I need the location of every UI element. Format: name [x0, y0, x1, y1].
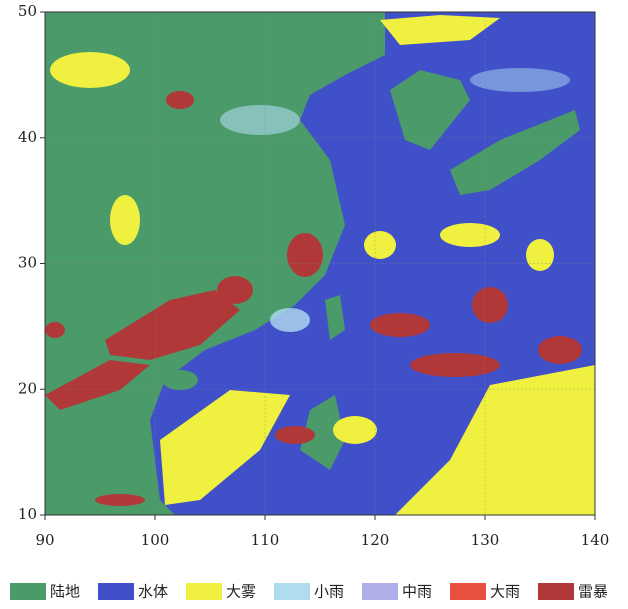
land-area [162, 370, 198, 390]
map-figure: 90 100 110 120 130 140 10 20 30 40 50 陆地 水体 大雾 小雨 中雨 大雨 雷… [0, 0, 628, 605]
legend-swatch [362, 583, 398, 600]
legend-label: 大雾 [226, 583, 256, 601]
legend-label: 中雨 [402, 583, 432, 601]
legend-swatch [450, 583, 486, 600]
legend-label: 水体 [138, 583, 168, 601]
light-rain-area [220, 105, 300, 135]
storm-area [538, 336, 582, 364]
fog-area [526, 239, 554, 271]
x-tick-label: 90 [35, 531, 54, 549]
legend-label: 大雨 [490, 583, 520, 601]
legend-swatch [98, 583, 134, 600]
storm-area [287, 233, 323, 277]
legend-swatch [10, 583, 46, 600]
x-tick-label: 130 [471, 531, 500, 549]
classification-map [45, 12, 595, 515]
storm-area [370, 313, 430, 337]
legend-label: 陆地 [50, 583, 80, 601]
storm-area [95, 494, 145, 506]
y-tick-label: 20 [18, 379, 37, 397]
fog-area [364, 231, 396, 259]
storm-area [275, 426, 315, 444]
light-rain-area [270, 308, 310, 332]
fog-area [333, 416, 377, 444]
legend-swatch [538, 583, 574, 600]
storm-area [166, 91, 194, 109]
fog-area [50, 52, 130, 88]
x-tick-label: 100 [141, 531, 170, 549]
x-tick-label: 120 [361, 531, 390, 549]
y-tick-label: 10 [18, 505, 37, 523]
legend-swatch [274, 583, 310, 600]
fog-area [440, 223, 500, 247]
x-tick-label: 110 [251, 531, 280, 549]
y-tick-label: 40 [18, 128, 37, 146]
x-tick-label: 140 [581, 531, 610, 549]
storm-area [410, 353, 500, 377]
legend-label: 雷暴 [578, 583, 608, 601]
y-tick-label: 50 [18, 2, 37, 20]
fog-area [110, 195, 140, 245]
storm-area [45, 322, 65, 338]
y-tick-label: 30 [18, 254, 37, 272]
legend-label: 小雨 [314, 583, 344, 601]
legend-swatch [186, 583, 222, 600]
storm-area [217, 276, 253, 304]
storm-area [472, 287, 508, 323]
